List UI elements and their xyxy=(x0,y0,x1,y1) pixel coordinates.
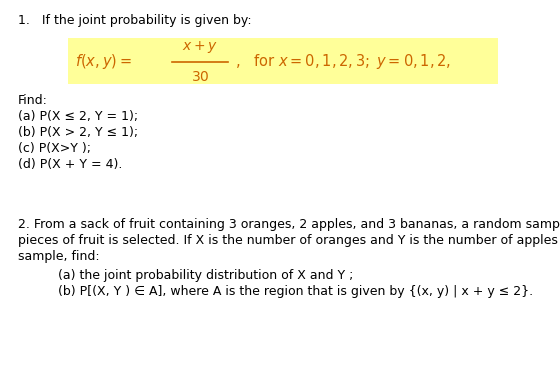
Text: $\mathit{f}(\mathit{x}, \mathit{y}) = $: $\mathit{f}(\mathit{x}, \mathit{y}) = $ xyxy=(75,52,132,71)
Text: Find:: Find: xyxy=(18,94,48,107)
Text: sample, find:: sample, find: xyxy=(18,250,100,263)
Text: (c) P(X>Y );: (c) P(X>Y ); xyxy=(18,142,91,155)
Text: (b) P(X > 2, Y ≤ 1);: (b) P(X > 2, Y ≤ 1); xyxy=(18,126,138,139)
Text: ,   for $\mathit{x} = 0, 1, 2, 3;\;  \mathit{y} = 0, 1, 2,$: , for $\mathit{x} = 0, 1, 2, 3;\; \mathi… xyxy=(235,52,451,71)
Text: $30$: $30$ xyxy=(190,70,209,84)
Bar xyxy=(68,38,498,84)
Text: $\mathit{x} + \mathit{y}$: $\mathit{x} + \mathit{y}$ xyxy=(182,39,218,55)
Text: pieces of fruit is selected. If X is the number of oranges and Y is the number o: pieces of fruit is selected. If X is the… xyxy=(18,234,560,247)
Text: (b) P[(X, Y ) ∈ A], where A is the region that is given by {(x, y) | x + y ≤ 2}.: (b) P[(X, Y ) ∈ A], where A is the regio… xyxy=(58,285,533,298)
Text: 1.   If the joint probability is given by:: 1. If the joint probability is given by: xyxy=(18,14,251,27)
Text: (d) P(X + Y = 4).: (d) P(X + Y = 4). xyxy=(18,158,123,171)
Text: (a) P(X ≤ 2, Y = 1);: (a) P(X ≤ 2, Y = 1); xyxy=(18,110,138,123)
Text: 2. From a sack of fruit containing 3 oranges, 2 apples, and 3 bananas, a random : 2. From a sack of fruit containing 3 ora… xyxy=(18,218,560,231)
Text: (a) the joint probability distribution of X and Y ;: (a) the joint probability distribution o… xyxy=(58,269,353,282)
